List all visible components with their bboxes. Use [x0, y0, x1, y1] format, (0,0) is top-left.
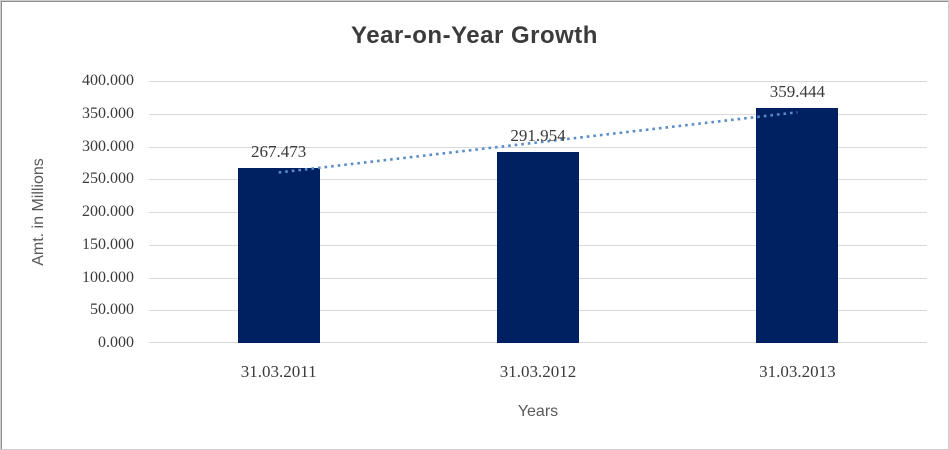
gridline: [149, 113, 927, 115]
bar-data-label: 359.444: [769, 81, 825, 101]
y-tick-label: 100.000: [82, 268, 134, 286]
gridline: [149, 146, 927, 148]
y-tick-label: 350.000: [82, 104, 134, 122]
x-axis-title: Years: [517, 403, 559, 420]
bar-data-label: 291.954: [510, 125, 566, 145]
trendline: [278, 110, 798, 174]
chart-title: Year-on-Year Growth: [351, 22, 598, 49]
y-tick-label: 250.000: [82, 170, 134, 188]
gridline: [149, 81, 927, 82]
y-tick-label: 200.000: [82, 203, 134, 220]
x-tick-label: 31.03.2011: [240, 362, 317, 381]
bar-data-label: 267.473: [251, 141, 307, 161]
y-tick-label: 400.000: [82, 72, 134, 89]
bar: [497, 151, 579, 343]
x-tick-label: 31.03.2012: [499, 362, 577, 381]
x-tick-label: 31.03.2013: [759, 362, 836, 381]
y-tick-label: 300.000: [82, 137, 134, 155]
bar: [237, 167, 320, 343]
plot-area: 267.473 291.954 359.444: [149, 81, 927, 343]
bar: [756, 107, 839, 343]
y-tick-label: 150.000: [82, 235, 134, 253]
y-tick-label: 50.000: [90, 301, 134, 319]
y-tick-label: 0.000: [98, 334, 134, 351]
